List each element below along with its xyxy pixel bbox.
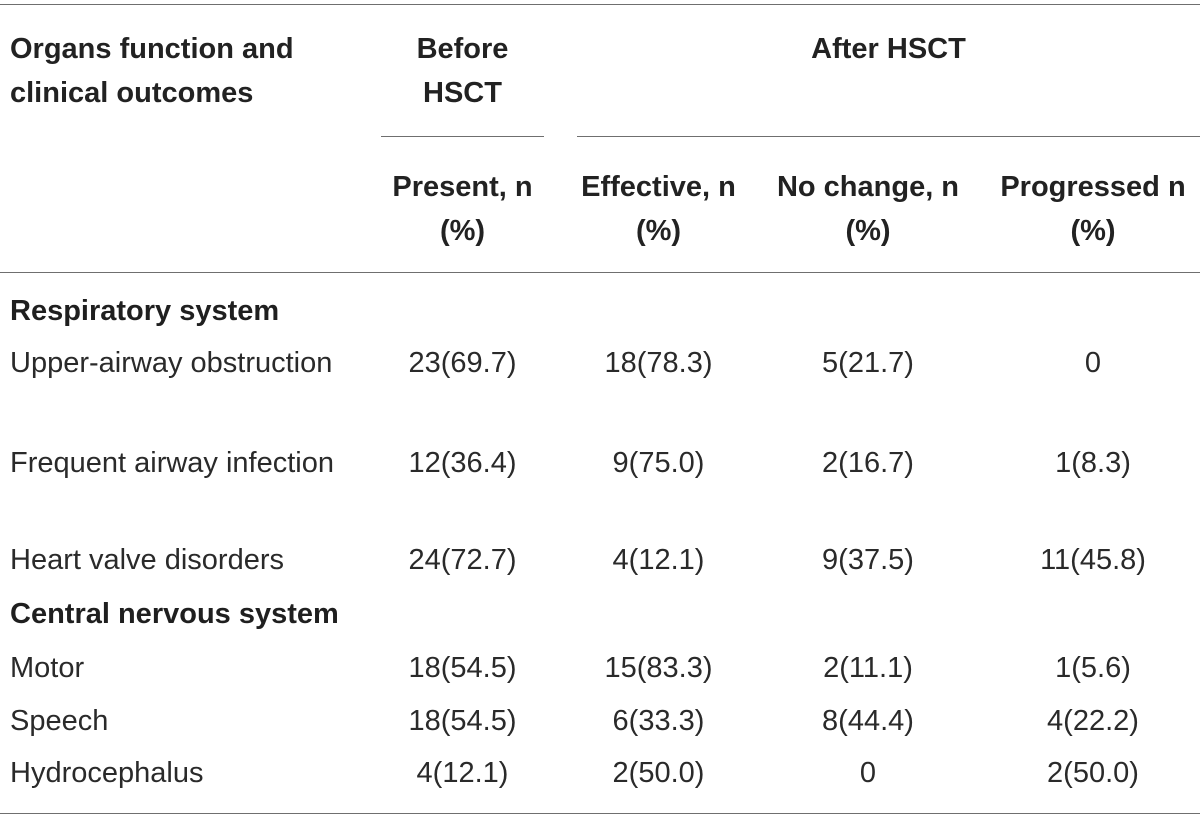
cell-no-change: 5(21.7) xyxy=(822,347,914,379)
cell-progressed: 11(45.8) xyxy=(1040,544,1146,576)
header-organs-function: Organs function and clinical outcomes xyxy=(10,33,294,109)
cell-progressed: 2(50.0) xyxy=(1047,757,1139,789)
row-label: Upper-airway obstruction xyxy=(10,347,333,379)
cell-no-change: 2(11.1) xyxy=(823,652,913,684)
cell-present: 23(69.7) xyxy=(408,347,517,379)
before-group-rule xyxy=(381,136,544,137)
cell-effective: 15(83.3) xyxy=(604,652,713,684)
cell-effective: 4(12.1) xyxy=(612,544,705,576)
cell-present: 18(54.5) xyxy=(408,705,517,737)
row-label: Speech xyxy=(10,705,109,737)
row-label: Heart valve disorders xyxy=(10,544,284,576)
table-top-rule xyxy=(0,4,1200,5)
row-label: Frequent airway infection xyxy=(10,447,334,479)
cell-present: 24(72.7) xyxy=(408,544,517,576)
header-after-hsct: After HSCT xyxy=(811,33,966,65)
cell-no-change: 0 xyxy=(859,757,877,789)
row-label: Hydrocephalus xyxy=(10,757,204,789)
cell-no-change: 8(44.4) xyxy=(822,705,914,737)
cell-effective: 6(33.3) xyxy=(612,705,705,737)
section-respiratory: Respiratory system xyxy=(10,295,280,327)
row-label: Motor xyxy=(10,652,85,684)
cell-effective: 9(75.0) xyxy=(612,447,705,479)
header-bottom-rule xyxy=(0,272,1200,273)
cell-no-change: 9(37.5) xyxy=(822,544,914,576)
cell-present: 12(36.4) xyxy=(408,447,517,479)
cell-no-change: 2(16.7) xyxy=(822,447,914,479)
cell-progressed: 1(8.3) xyxy=(1055,447,1131,479)
header-effective: Effective, n (%) xyxy=(581,171,736,247)
cell-progressed: 1(5.6) xyxy=(1055,652,1131,684)
cell-progressed: 0 xyxy=(1084,347,1102,379)
header-present: Present, n (%) xyxy=(392,171,533,247)
header-progressed: Progressed n (%) xyxy=(1000,171,1186,247)
cell-effective: 2(50.0) xyxy=(612,757,705,789)
table-bottom-rule xyxy=(0,813,1200,814)
cell-effective: 18(78.3) xyxy=(604,347,713,379)
after-group-rule xyxy=(577,136,1200,137)
cell-progressed: 4(22.2) xyxy=(1047,705,1139,737)
header-no-change: No change, n (%) xyxy=(776,171,960,247)
cell-present: 18(54.5) xyxy=(408,652,517,684)
section-central-nervous: Central nervous system xyxy=(10,598,339,630)
cell-present: 4(12.1) xyxy=(416,757,509,789)
header-before-hsct: Before HSCT xyxy=(416,33,509,109)
